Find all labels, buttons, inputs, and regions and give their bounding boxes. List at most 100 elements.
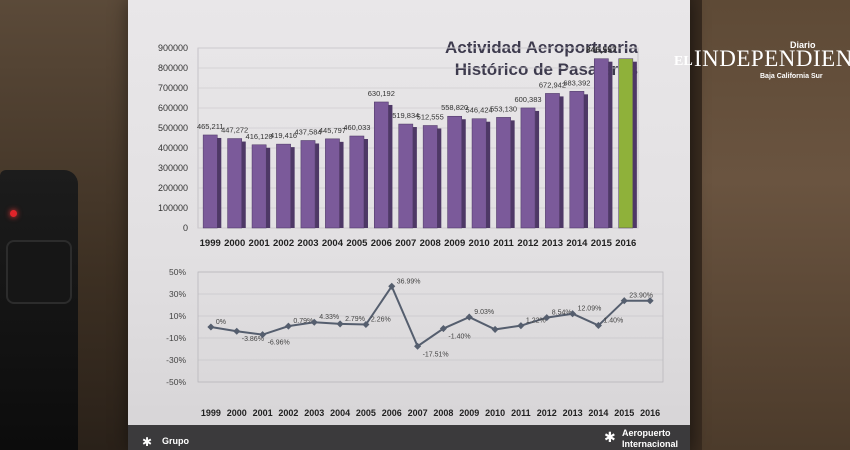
line-x-tick-label: 2011 [511, 408, 531, 418]
line-x-tick-label: 2006 [382, 408, 402, 418]
bar-side [583, 94, 588, 229]
newspaper-logo: EL INDEPENDIENTE Diario Baja California … [672, 38, 850, 86]
line-x-tick-label: 2008 [433, 408, 453, 418]
bar [373, 101, 389, 229]
bar [398, 123, 414, 229]
group-logo-icon: ✱ [142, 435, 153, 449]
bar [618, 58, 634, 229]
bar-side [486, 121, 491, 228]
brand-tag: Diario [790, 40, 816, 50]
growth-point-label: 2.26% [371, 317, 391, 324]
bar-value-label: 512,555 [417, 112, 444, 121]
line-y-tick-label: 50% [169, 267, 186, 277]
line-x-tick-label: 2000 [227, 408, 247, 418]
bar-x-tick-label: 2001 [249, 238, 271, 249]
bar-value-label: 600,383 [514, 95, 541, 104]
line-x-tick-label: 2013 [563, 408, 583, 418]
bar-y-tick-label: 300000 [158, 163, 188, 173]
bar-x-tick-label: 2014 [566, 238, 588, 249]
bar [276, 143, 291, 229]
bar-x-tick-label: 1999 [200, 238, 221, 249]
bar-x-tick-label: 2003 [297, 238, 318, 249]
camera-body [6, 240, 72, 304]
bar-value-label: 546,424 [466, 106, 493, 115]
line-x-tick-label: 2001 [253, 408, 273, 418]
growth-point [439, 325, 447, 333]
bar [593, 58, 609, 229]
bar-side [437, 128, 442, 228]
bar-side [461, 119, 466, 228]
bar-value-label: 437,584 [294, 127, 321, 136]
bar [227, 138, 243, 229]
bar-value-label: 465,211 [197, 122, 224, 131]
bar-y-tick-label: 700000 [158, 83, 188, 93]
bar-x-tick-label: 2000 [224, 238, 245, 249]
bar [471, 118, 487, 229]
bar-y-tick-label: 500000 [158, 123, 188, 133]
growth-point-label: 12.09% [578, 306, 602, 313]
bar-y-tick-label: 400000 [158, 143, 188, 153]
growth-point-label: 36.99% [397, 278, 421, 285]
growth-point-label: -6.96% [268, 340, 290, 347]
bar [520, 107, 536, 229]
line-y-tick-label: 10% [169, 311, 186, 321]
growth-point [646, 297, 654, 305]
bar-x-tick-label: 2016 [615, 238, 636, 249]
bar-side [315, 143, 320, 228]
bar [422, 125, 438, 229]
airport-logo-icon: ✱ [604, 429, 616, 445]
bar-y-tick-label: 600000 [158, 103, 188, 113]
line-plot-frame [197, 271, 664, 383]
line-y-tick-label: -10% [166, 333, 186, 343]
growth-point-label: 8.54% [552, 310, 572, 317]
bar-side [363, 138, 368, 228]
bar-chart: 900000 800000 700000 600000 500000 400000 3000… [158, 43, 639, 249]
line-x-tick-label: 2004 [330, 408, 350, 418]
line-y-tick-label: -50% [166, 377, 186, 387]
bar-value-label: 460,033 [343, 123, 370, 132]
footer-right-line2: Internacional [622, 439, 679, 449]
line-x-tick-label: 2009 [459, 408, 479, 418]
bar-y-tick-label: 200000 [158, 183, 188, 193]
bar-side [339, 141, 344, 228]
bar-side [217, 137, 222, 228]
line-y-tick-label: -30% [166, 355, 186, 365]
bar-y-tick-label: 100000 [158, 203, 188, 213]
growth-point [491, 325, 499, 333]
bar [300, 140, 316, 229]
bar-value-label: 416,120 [246, 132, 273, 141]
bar-x-tick-label: 2012 [517, 238, 538, 249]
line-y-tick-label: 30% [169, 289, 186, 299]
growth-point-label: -1.40% [448, 334, 470, 341]
line-x-tick-label: 2016 [640, 408, 660, 418]
bar-value-label: 519,834 [392, 111, 419, 120]
bar-y-tick-label: 900000 [158, 43, 188, 53]
brand-name: INDEPENDIENTE [694, 46, 850, 71]
footer-left-text: Grupo [162, 436, 189, 446]
video-camera [0, 170, 78, 450]
line-x-tick-label: 2015 [614, 408, 634, 418]
line-x-tick-label: 1999 [201, 408, 221, 418]
bar [545, 93, 560, 229]
growth-point [233, 327, 241, 335]
bar-value-label: 419,416 [270, 131, 297, 140]
projection-screen: Actividad Aeroportuaria Histórico de Pas… [128, 0, 690, 450]
line-x-tick-label: 2010 [485, 408, 505, 418]
growth-point-label: 2.79% [345, 316, 365, 323]
line-x-tick-label: 2012 [537, 408, 557, 418]
growth-point-label: -17.51% [423, 351, 449, 358]
growth-point [517, 322, 525, 330]
bar-side [535, 110, 540, 228]
growth-point [207, 323, 215, 331]
bar-x-tick-label: 2004 [322, 238, 344, 249]
brand-region: Baja California Sur [760, 73, 823, 80]
wall-right [690, 0, 850, 450]
bar-value-label: 553,130 [490, 104, 517, 113]
bar [325, 138, 340, 229]
growth-point-label: 0.79% [293, 318, 313, 325]
growth-point [284, 322, 292, 330]
bar-side [388, 104, 393, 228]
bar-value-label: 672,942 [539, 80, 566, 89]
growth-point [620, 297, 628, 305]
growth-point-label: 9.03% [474, 309, 494, 316]
